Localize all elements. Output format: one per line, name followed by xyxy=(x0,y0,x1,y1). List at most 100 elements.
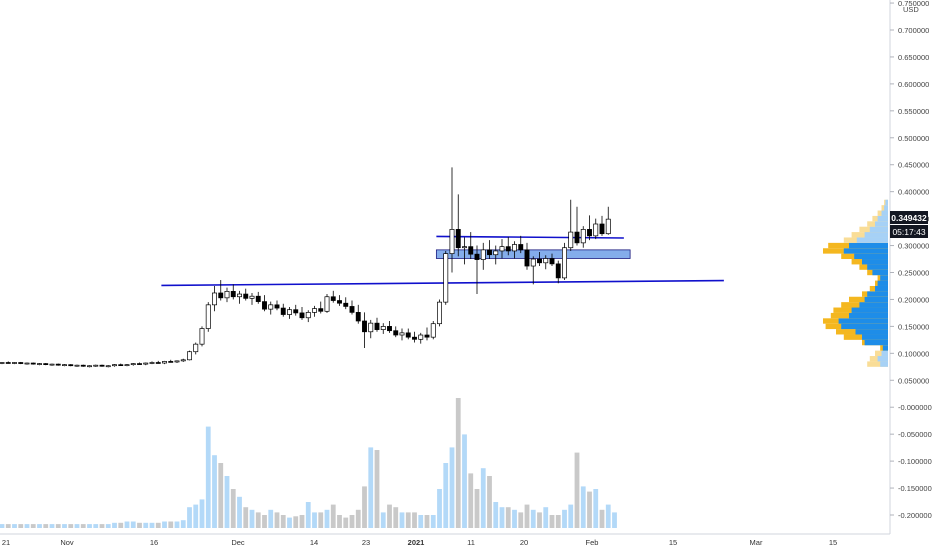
trendlines[interactable] xyxy=(161,235,724,287)
candle-down xyxy=(537,258,542,264)
volume-profile-buy xyxy=(862,259,888,265)
candle-up xyxy=(37,363,42,365)
candle-up xyxy=(324,296,330,312)
candle-down xyxy=(18,362,24,364)
candle-up xyxy=(568,231,574,249)
candle-up xyxy=(199,328,205,345)
candle-up xyxy=(130,363,136,366)
time-tick-label: Mar xyxy=(750,538,763,547)
volume-profile-buy xyxy=(885,199,888,206)
candle-up xyxy=(593,223,599,237)
volume-bar xyxy=(612,512,617,528)
time-tick-label: 21 xyxy=(2,538,10,547)
candle-up xyxy=(93,364,99,367)
time-tick-label: Nov xyxy=(60,538,74,547)
candle-up xyxy=(380,326,386,330)
volume-bar xyxy=(424,515,430,528)
candle-up xyxy=(162,361,167,364)
candle-up xyxy=(237,293,242,298)
volume-bar xyxy=(530,509,536,528)
volume-bar xyxy=(499,507,505,528)
price-tick-label: -0.050000 xyxy=(898,430,932,439)
price-tick-label: 0.550000 xyxy=(898,107,929,116)
candle-down xyxy=(274,304,280,309)
volume-bar xyxy=(480,468,486,528)
candle-down xyxy=(405,332,411,338)
candle-down xyxy=(230,291,236,298)
volume-bar xyxy=(355,509,361,528)
candle-up xyxy=(493,250,499,256)
candle-down xyxy=(262,301,267,310)
time-tick-label: 15 xyxy=(669,538,677,547)
volume-profile-buy xyxy=(849,242,888,249)
price-tick-label: -0.000000 xyxy=(898,403,932,412)
price-tick-label: -0.200000 xyxy=(898,511,932,520)
time-tick-label: 11 xyxy=(467,538,475,547)
candle-up xyxy=(124,364,130,366)
volume-bar xyxy=(99,524,105,528)
price-badges: 0.349432 05:17:43 xyxy=(890,211,928,238)
candle-up xyxy=(605,218,611,235)
candle-up xyxy=(193,343,199,353)
volume-bar xyxy=(199,499,205,528)
time-axis[interactable]: 21 Nov 16 Dec 14 23 2021 11 20 Feb 15 Mar 15 xyxy=(0,533,890,547)
volume-bar xyxy=(93,524,99,528)
volume-profile-buy xyxy=(864,232,888,238)
candle-up xyxy=(180,359,186,362)
volume-bar xyxy=(318,512,324,528)
price-axis[interactable]: USD 0.750000 0.700000 0.650000 0.600000 0.55… xyxy=(889,0,932,550)
volume-bar xyxy=(168,521,174,528)
candle-down xyxy=(80,364,86,367)
time-tick-label: Feb xyxy=(586,538,599,547)
candle-down xyxy=(474,253,480,260)
candle-down xyxy=(555,263,561,279)
candle-down xyxy=(387,326,392,332)
candle-up xyxy=(543,258,549,264)
volume-bar xyxy=(568,504,574,528)
volume-profile-buy xyxy=(851,307,888,313)
candle-down xyxy=(505,246,511,252)
price-tick-label: 0.150000 xyxy=(898,322,929,331)
volume-profile xyxy=(823,199,888,367)
candle-down xyxy=(43,363,49,366)
volume-profile-buy xyxy=(843,248,888,254)
volume-bar xyxy=(605,504,611,528)
volume-bar xyxy=(243,507,249,528)
volume-profile-buy xyxy=(869,226,888,233)
candle-up xyxy=(205,304,211,329)
volume-bar xyxy=(218,463,224,528)
candle-down xyxy=(412,336,417,340)
volume-bar xyxy=(493,502,499,528)
volume-bar xyxy=(12,524,17,528)
volume-bar xyxy=(180,520,186,528)
candle-up xyxy=(74,364,80,367)
candle-up xyxy=(62,364,67,366)
candle-up xyxy=(449,229,455,254)
candle-down xyxy=(99,364,105,367)
price-tick-label: 0.600000 xyxy=(898,80,929,89)
volume-bar xyxy=(462,434,467,528)
volume-bar xyxy=(487,476,492,528)
candle-up xyxy=(512,244,517,252)
countdown-badge xyxy=(890,225,928,238)
last-price-badge xyxy=(890,211,928,224)
volume-bar xyxy=(130,521,136,528)
candle-down xyxy=(155,362,161,364)
volume-bar xyxy=(437,489,442,528)
candle-down xyxy=(393,330,399,336)
volume-bar xyxy=(593,489,599,528)
candle-down xyxy=(243,293,249,299)
candle-up xyxy=(187,351,192,361)
volume-bar xyxy=(455,398,461,528)
time-tick-label: 2021 xyxy=(408,538,425,547)
volume-bar xyxy=(330,504,336,528)
candle-down xyxy=(330,296,336,301)
volume-bar xyxy=(380,512,386,528)
candle-up xyxy=(112,364,117,367)
candle-down xyxy=(337,300,342,304)
candle-down xyxy=(362,320,367,333)
volume-bar xyxy=(274,512,280,528)
price-tick-label: 0.750000 xyxy=(898,0,929,8)
